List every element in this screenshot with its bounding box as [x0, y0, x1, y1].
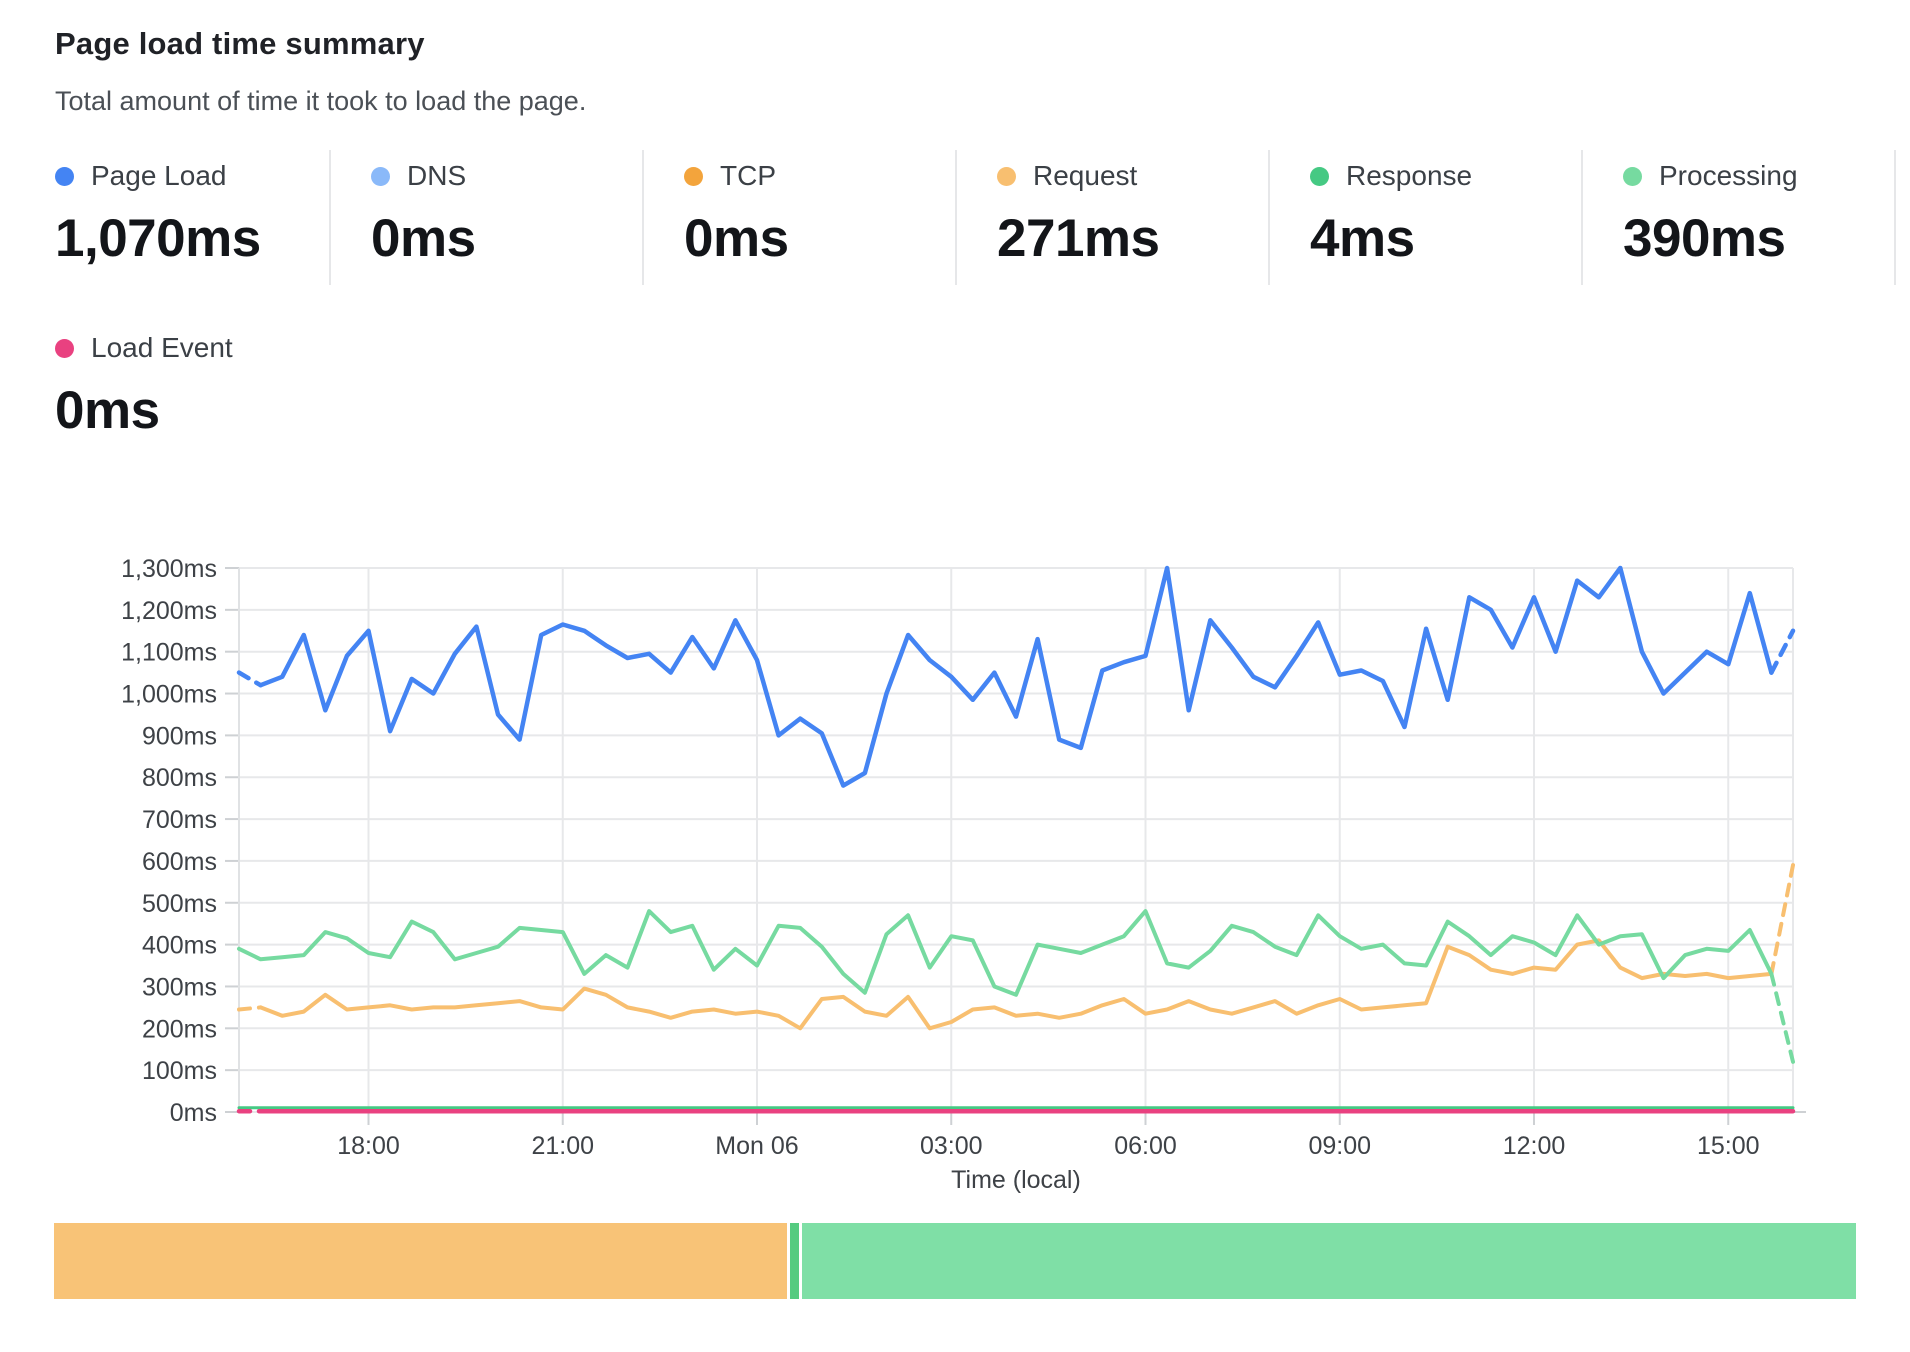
x-tick-label: 06:00 — [1114, 1132, 1177, 1160]
timeline-range-bar[interactable] — [54, 1223, 1856, 1299]
y-tick-label: 300ms — [142, 973, 217, 1001]
x-tick-label: 09:00 — [1308, 1132, 1371, 1160]
x-tick-label: 21:00 — [531, 1132, 594, 1160]
metric-load-event: Load Event 0ms — [55, 322, 331, 441]
y-tick-label: 400ms — [142, 932, 217, 960]
metric-label: Response — [1346, 160, 1473, 191]
y-tick-label: 1,300ms — [121, 555, 217, 583]
y-tick-label: 600ms — [142, 848, 217, 876]
metric-cards-row: Page Load 1,070ms DNS 0ms TCP 0ms Reques… — [55, 150, 1896, 285]
metric-value: 4ms — [1310, 209, 1415, 268]
metric-dns: DNS 0ms — [331, 150, 644, 285]
metric-label: Processing — [1659, 160, 1798, 191]
y-tick-label: 700ms — [142, 806, 217, 834]
metric-value: 0ms — [684, 209, 789, 268]
page-load-time-chart[interactable]: 0ms 100ms 200ms 300ms 400ms 500ms 600ms 700ms 80… — [0, 540, 1910, 1210]
request-legend-dot — [997, 166, 1016, 186]
load-event-legend-dot — [55, 338, 74, 358]
page-load-series-tail-dash — [1769, 628, 1796, 675]
processing-series-line — [237, 909, 1774, 997]
y-tick-label: 1,000ms — [121, 681, 217, 709]
y-tick-label: 900ms — [142, 722, 217, 750]
metric-response: Response 4ms — [1270, 150, 1583, 285]
page-title: Page load time summary — [55, 26, 425, 61]
y-tick-label: 100ms — [142, 1057, 217, 1085]
metric-label: Load Event — [91, 332, 233, 363]
metric-processing: Processing 390ms — [1583, 150, 1896, 285]
response-legend-dot — [1310, 166, 1329, 186]
y-tick-label: 500ms — [142, 890, 217, 918]
x-tick-label: 18:00 — [337, 1132, 400, 1160]
y-tick-label: 1,100ms — [121, 639, 217, 667]
metric-tcp: TCP 0ms — [644, 150, 957, 285]
tcp-legend-dot — [684, 166, 703, 186]
page-load-series-line — [258, 565, 1774, 788]
metric-value: 0ms — [371, 209, 476, 268]
metric-value: 1,070ms — [55, 209, 261, 268]
page-subtitle: Total amount of time it took to load the… — [55, 86, 587, 116]
y-tick-label: 1,200ms — [121, 597, 217, 625]
processing-legend-dot — [1623, 166, 1642, 186]
page-load-series-lead-dash — [236, 670, 263, 688]
metric-label: TCP — [720, 160, 776, 191]
x-tick-label: 03:00 — [920, 1132, 983, 1160]
metric-cards-row-2: Load Event 0ms — [55, 322, 331, 441]
x-axis-title: Time (local) — [951, 1166, 1081, 1194]
metric-value: 390ms — [1623, 209, 1786, 268]
metric-label: Page Load — [91, 160, 227, 191]
timeline-segment-fast-sliver[interactable] — [790, 1223, 800, 1299]
processing-series-tail-dash — [1769, 971, 1795, 1064]
metric-page-load: Page Load 1,070ms — [55, 150, 331, 285]
metric-label: DNS — [407, 160, 467, 191]
y-tick-label: 0ms — [170, 1099, 217, 1127]
request-series-tail-dash — [1769, 863, 1795, 976]
timeline-segment-fast[interactable] — [802, 1223, 1856, 1299]
metric-request: Request 271ms — [957, 150, 1270, 285]
line-chart-svg[interactable]: 0ms 100ms 200ms 300ms 400ms 500ms 600ms 700ms 80… — [0, 540, 1910, 1210]
metric-value: 271ms — [997, 209, 1160, 268]
x-tick-label: Mon 06 — [715, 1132, 798, 1160]
dns-legend-dot — [371, 166, 390, 186]
request-series-lead-dash — [237, 1005, 263, 1012]
metric-label: Request — [1033, 160, 1138, 191]
y-tick-label: 200ms — [142, 1015, 217, 1043]
x-tick-label: 12:00 — [1503, 1132, 1566, 1160]
metric-value: 0ms — [55, 381, 160, 440]
y-tick-label: 800ms — [142, 764, 217, 792]
request-series-line — [258, 938, 1774, 1031]
page-load-legend-dot — [55, 166, 74, 186]
timeline-segment-slow[interactable] — [54, 1223, 788, 1299]
x-tick-label: 15:00 — [1697, 1132, 1760, 1160]
